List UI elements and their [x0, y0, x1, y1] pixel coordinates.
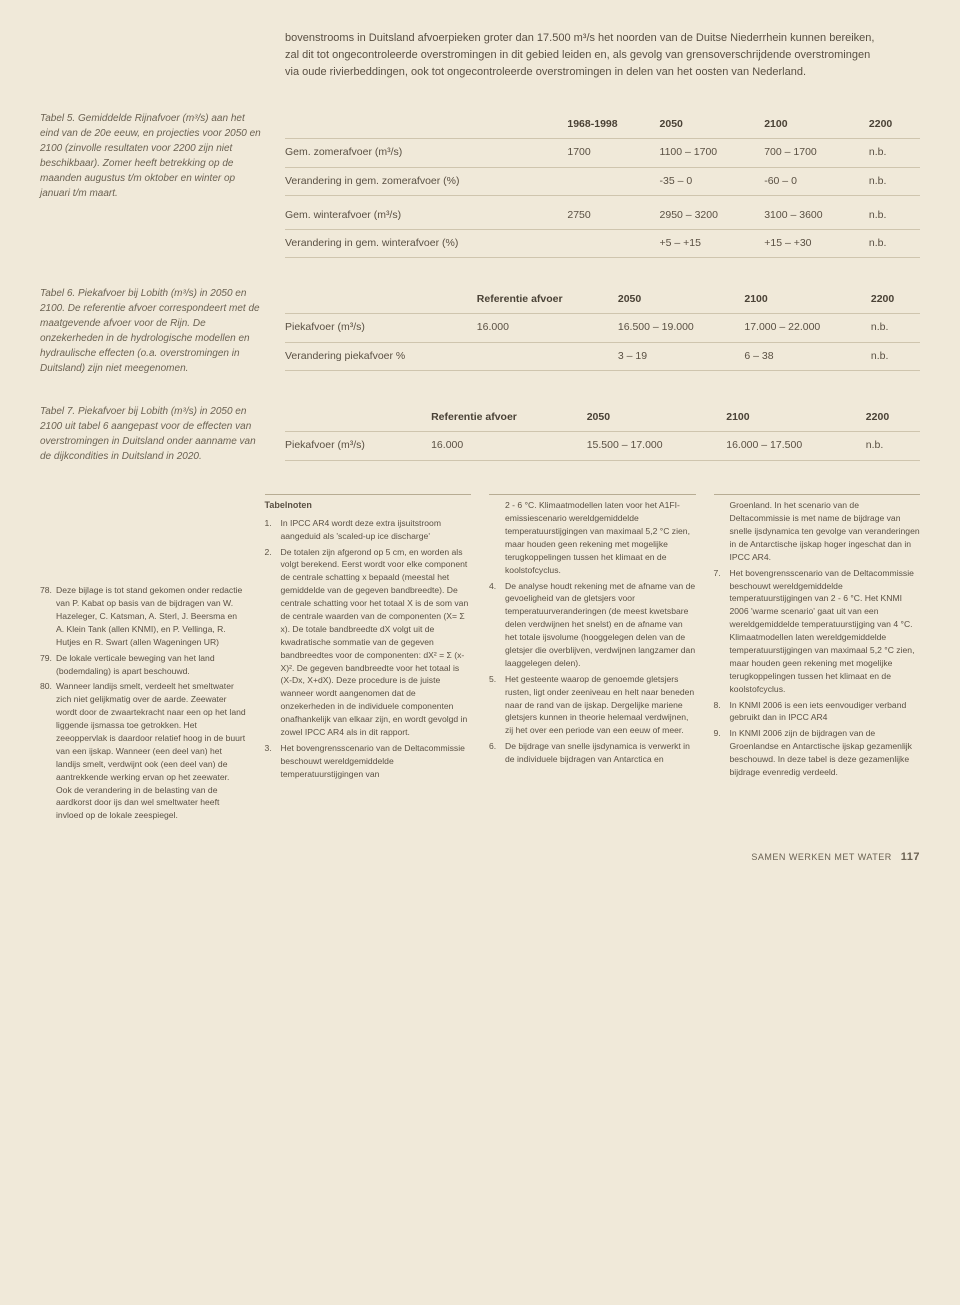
footnote-col-2: Tabelnoten 1.In IPCC AR4 wordt deze extr…	[265, 494, 472, 825]
table-header: 2200	[869, 111, 920, 139]
table-row: Gem. winterafvoer (m³/s)27502950 – 32003…	[285, 202, 920, 230]
footnote-item: Groenland. In het scenario van de Deltac…	[714, 499, 921, 563]
footnote-item: 9.In KNMI 2006 zijn de bijdragen van de …	[714, 727, 921, 779]
table-row: Verandering in gem. winterafvoer (%)+5 –…	[285, 230, 920, 258]
tabelnoten-title: Tabelnoten	[265, 494, 472, 513]
table-header: 2050	[618, 286, 745, 314]
table-header: 1968-1998	[567, 111, 659, 139]
table-header: 2100	[764, 111, 869, 139]
table-header	[285, 404, 431, 432]
table-row: Verandering piekafvoer %3 – 196 – 38n.b.	[285, 343, 920, 371]
page-number: 117	[901, 851, 920, 863]
page-footer: SAMEN WERKEN MET WATER 117	[40, 850, 920, 866]
footnote-item: 2 - 6 °C. Klimaatmodellen laten voor het…	[489, 499, 696, 576]
table5-caption: Tabel 5. Gemiddelde Rijnafvoer (m³/s) aa…	[40, 111, 285, 201]
footnote-item: 1.In IPCC AR4 wordt deze extra ijsuitstr…	[265, 517, 472, 543]
footnote-item: 78.Deze bijlage is tot stand gekomen ond…	[40, 584, 247, 648]
footnote-item: 5.Het gesteente waarop de genoemde glets…	[489, 673, 696, 737]
table7-caption: Tabel 7. Piekafvoer bij Lobith (m³/s) in…	[40, 404, 285, 464]
table-row: Piekafvoer (m³/s)16.00016.500 – 19.00017…	[285, 314, 920, 342]
footnotes: 78.Deze bijlage is tot stand gekomen ond…	[40, 494, 920, 825]
table-header: 2200	[866, 404, 920, 432]
table-row: Gem. zomerafvoer (m³/s)17001100 – 170070…	[285, 139, 920, 167]
table-header: 2050	[660, 111, 765, 139]
table-header: Referentie afvoer	[477, 286, 618, 314]
table7: Referentie afvoer 2050 2100 2200 Piekafv…	[285, 404, 920, 460]
footnote-col-3: 2 - 6 °C. Klimaatmodellen laten voor het…	[489, 494, 696, 825]
footnote-item: 3.Het bovengrensscenario van de Deltacom…	[265, 742, 472, 781]
footnote-item: 79.De lokale verticale beweging van het …	[40, 652, 247, 678]
footnote-item: 8.In KNMI 2006 is een iets eenvoudiger v…	[714, 699, 921, 725]
table-header: 2100	[726, 404, 866, 432]
footnote-item: 7.Het bovengrensscenario van de Deltacom…	[714, 567, 921, 696]
footnote-item: 80.Wanneer landijs smelt, verdeelt het s…	[40, 680, 247, 822]
intro-paragraph: bovenstrooms in Duitsland afvoerpieken g…	[285, 30, 920, 81]
footnote-col-4: Groenland. In het scenario van de Deltac…	[714, 494, 921, 825]
table6: Referentie afvoer 2050 2100 2200 Piekafv…	[285, 286, 920, 371]
table-header: 2050	[587, 404, 727, 432]
table6-caption: Tabel 6. Piekafvoer bij Lobith (m³/s) in…	[40, 286, 285, 376]
footnote-item: 6.De bijdrage van snelle ijsdynamica is …	[489, 740, 696, 766]
table-header: 2200	[871, 286, 920, 314]
table-row: Piekafvoer (m³/s)16.00015.500 – 17.00016…	[285, 432, 920, 460]
table-header: Referentie afvoer	[431, 404, 587, 432]
table5: 1968-1998 2050 2100 2200 Gem. zomerafvoe…	[285, 111, 920, 258]
footer-text: SAMEN WERKEN MET WATER	[751, 852, 891, 862]
table-header: 2100	[744, 286, 871, 314]
table-row: Verandering in gem. zomerafvoer (%)-35 –…	[285, 168, 920, 196]
table-header	[285, 111, 567, 139]
table-header	[285, 286, 477, 314]
footnote-item: 4.De analyse houdt rekening met de afnam…	[489, 580, 696, 670]
footnote-item: 2.De totalen zijn afgerond op 5 cm, en w…	[265, 546, 472, 739]
footnote-col-1: 78.Deze bijlage is tot stand gekomen ond…	[40, 584, 247, 825]
